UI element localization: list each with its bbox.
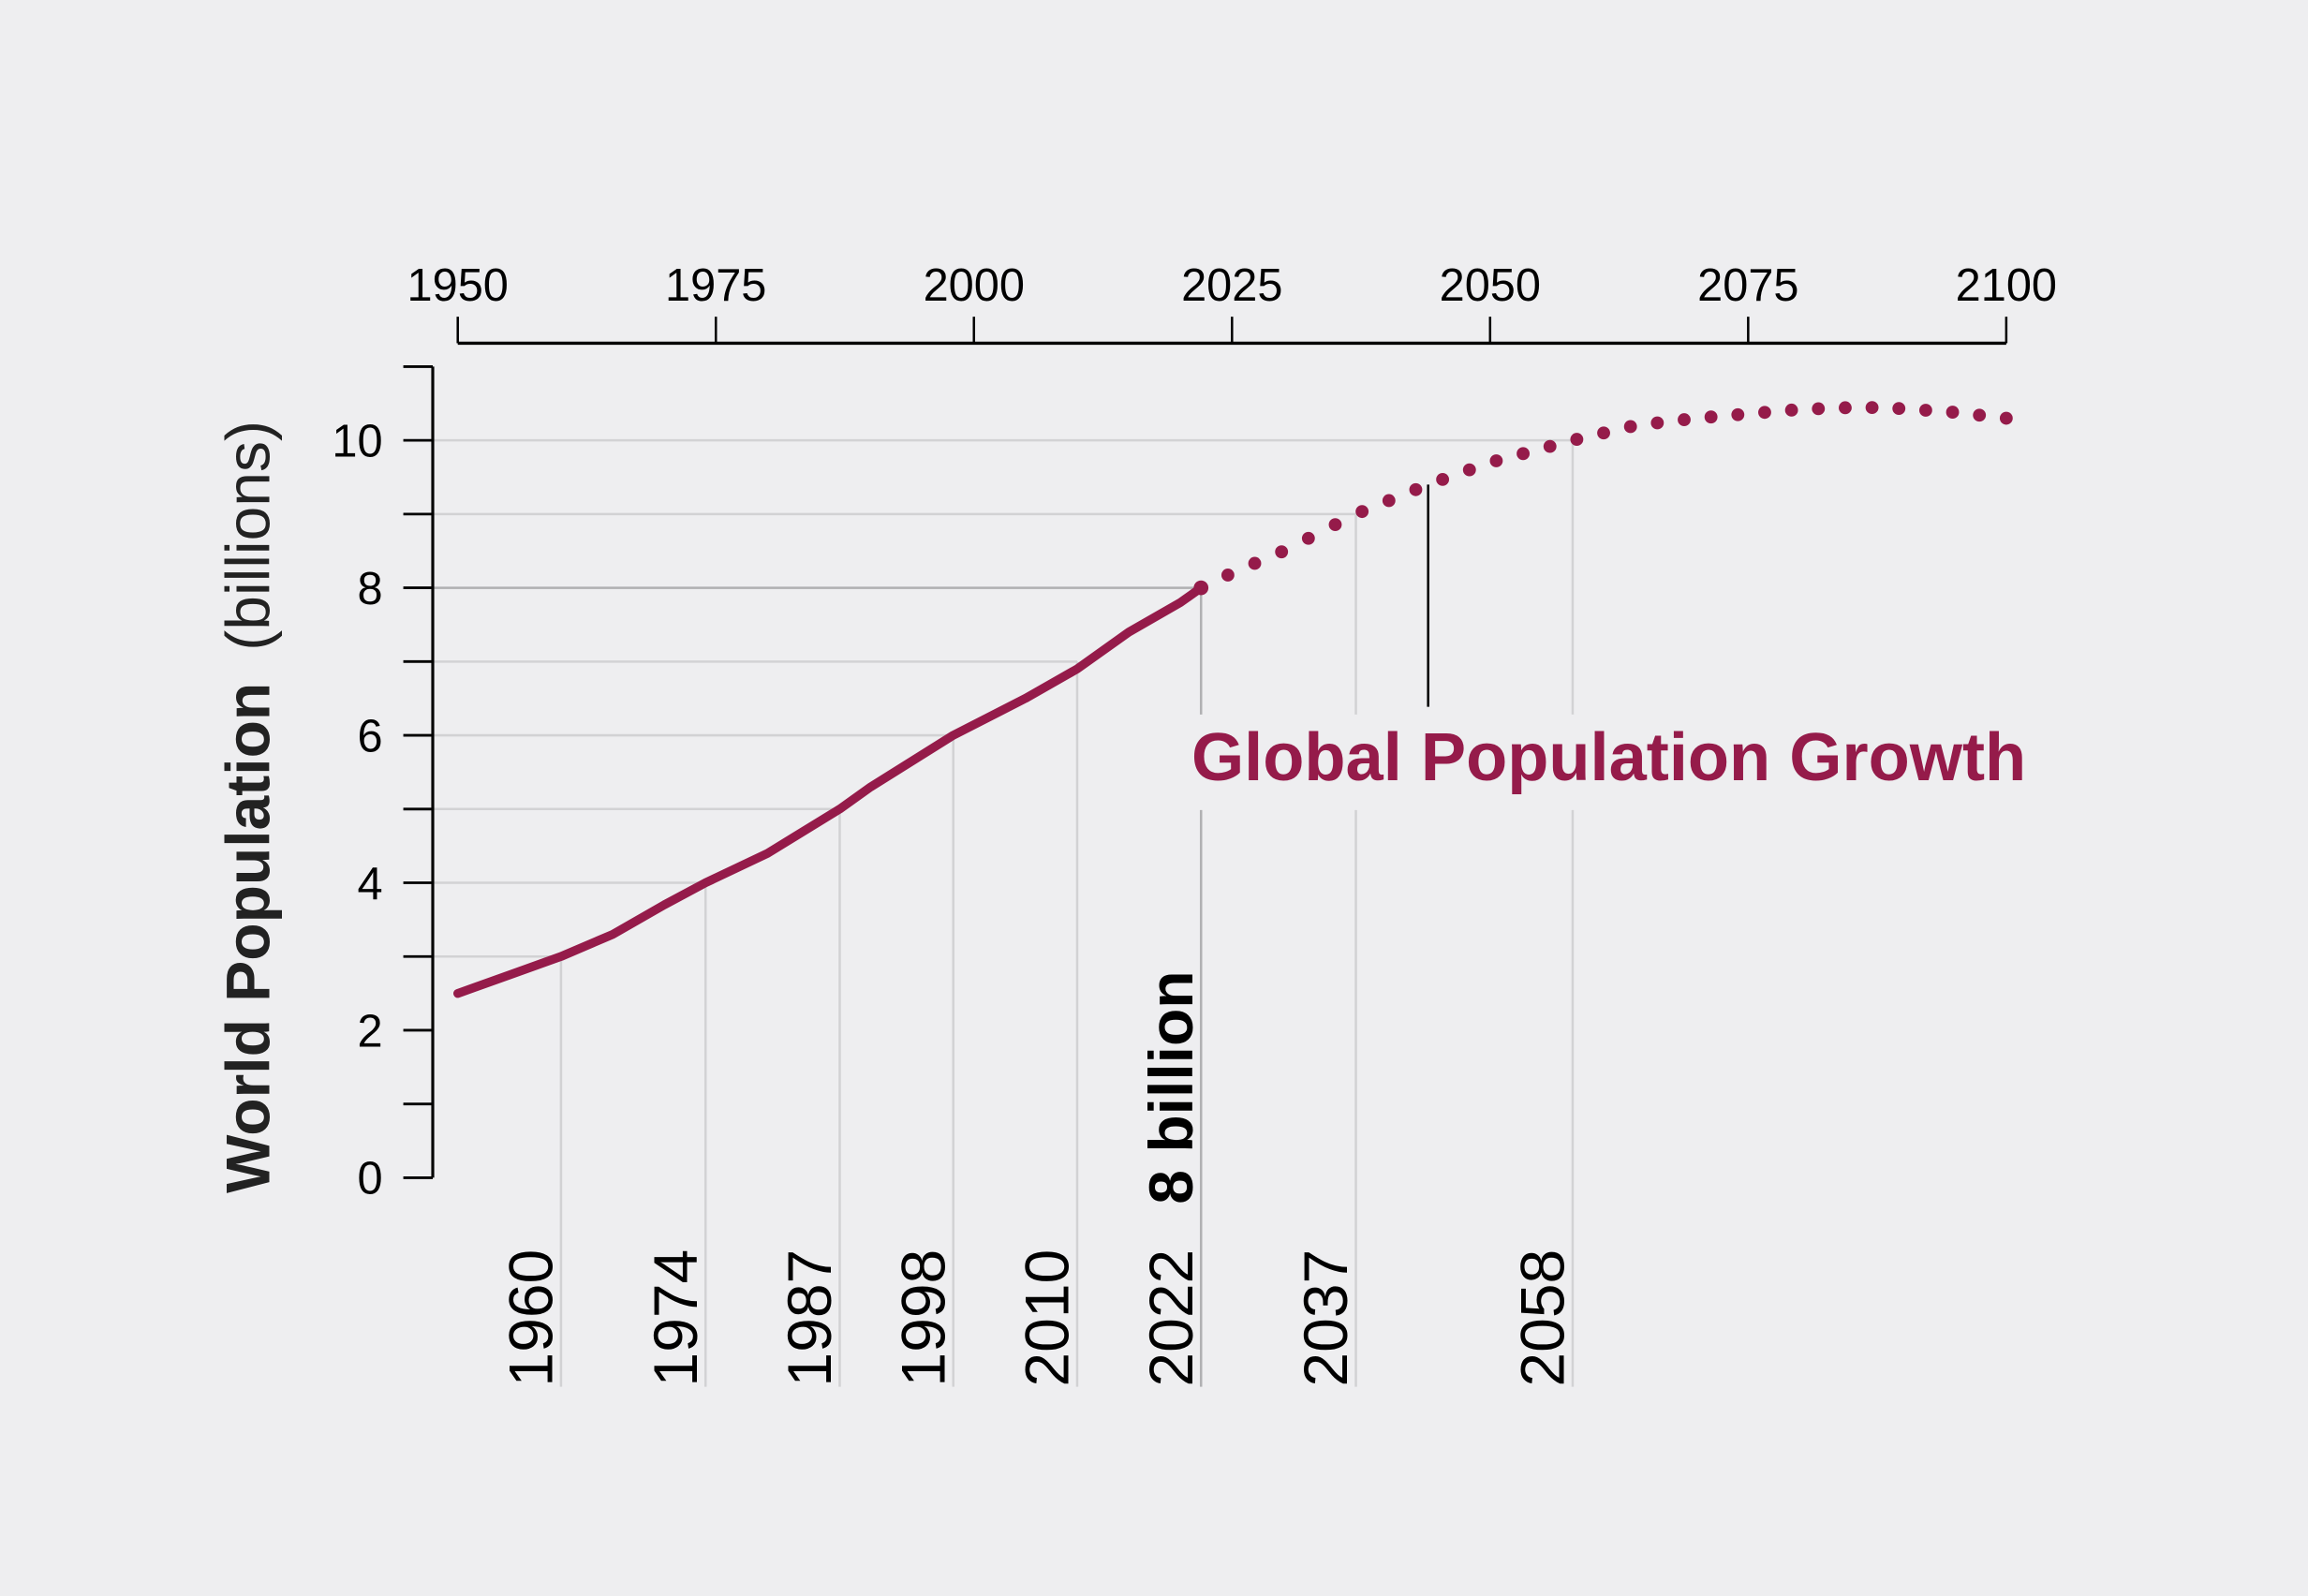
milestone-year-label: 1974 bbox=[641, 1249, 710, 1387]
projection-dot bbox=[1650, 416, 1664, 430]
x-axis-top: 1950 1975 2000 2025 2050 2075 2100 bbox=[407, 260, 2057, 346]
data-point-2022 bbox=[1193, 580, 1209, 596]
projection-dot bbox=[1704, 410, 1718, 424]
y-tick-label: 10 bbox=[332, 416, 382, 466]
projection-dot bbox=[1543, 439, 1557, 453]
projection-dot bbox=[1946, 406, 1960, 419]
projection-dot bbox=[1462, 463, 1476, 477]
projection-dot bbox=[1812, 402, 1826, 416]
projection-dot bbox=[1221, 569, 1235, 582]
y-axis-label-bold: World Population bbox=[214, 683, 283, 1193]
projection-dot bbox=[1623, 420, 1637, 434]
milestone-year-label: 2022 bbox=[1136, 1249, 1206, 1387]
projection-dot bbox=[1355, 505, 1369, 519]
projection-dot bbox=[1597, 426, 1610, 440]
x-tick-label: 2075 bbox=[1697, 260, 1798, 311]
x-tick-label: 1975 bbox=[665, 260, 766, 311]
y-tick-label: 8 bbox=[357, 564, 382, 614]
y-axis-label-unit: (billions) bbox=[214, 421, 283, 651]
projection-dot bbox=[1918, 404, 1932, 417]
projection-dot bbox=[1678, 413, 1691, 427]
projection-dot bbox=[1382, 494, 1396, 508]
projection-dot bbox=[1570, 433, 1584, 447]
milestone-guides bbox=[433, 438, 1575, 1387]
projection-dot bbox=[1758, 406, 1771, 420]
x-tick-label: 2000 bbox=[924, 260, 1025, 311]
historical-line bbox=[453, 583, 1206, 998]
projection-dot bbox=[1892, 402, 1906, 416]
x-tick-label: 2100 bbox=[1956, 260, 2057, 311]
y-tick-label: 0 bbox=[357, 1154, 382, 1204]
milestone-year-label: 1998 bbox=[888, 1249, 957, 1387]
y-tick-label: 2 bbox=[357, 1006, 382, 1057]
projection-dot bbox=[1516, 447, 1530, 461]
x-tick-label: 2050 bbox=[1440, 260, 1541, 311]
milestone-labels: 1960 1974 1987 1998 2010 2022 8 billion 2037 205… bbox=[496, 970, 1576, 1386]
projection-dot bbox=[1731, 407, 1745, 421]
projection-dot bbox=[1973, 408, 1987, 422]
series-group bbox=[453, 401, 2013, 998]
milestone-year-label: 2010 bbox=[1013, 1249, 1082, 1387]
projection-dot bbox=[1489, 454, 1503, 467]
milestone-year-label: 1960 bbox=[496, 1249, 565, 1387]
title-background bbox=[1179, 714, 2038, 810]
projection-dot bbox=[1999, 411, 2013, 425]
projection-dot bbox=[1409, 482, 1423, 496]
milestone-year-label: 1987 bbox=[775, 1249, 844, 1387]
y-tick-label: 4 bbox=[357, 859, 382, 909]
projection-dot bbox=[1328, 518, 1342, 532]
x-tick-label: 2025 bbox=[1181, 260, 1282, 311]
milestone-year-label: 2037 bbox=[1291, 1249, 1360, 1387]
y-tick-label: 6 bbox=[357, 711, 382, 761]
projection-dot bbox=[1784, 403, 1798, 417]
y-axis: 0 2 4 6 8 10 bbox=[332, 364, 435, 1204]
y-axis-label: World Population (billions) bbox=[214, 421, 283, 1193]
projection-dot bbox=[1248, 556, 1262, 570]
milestone-note-label: 8 billion bbox=[1136, 970, 1206, 1204]
projection-dot bbox=[1839, 401, 1852, 415]
x-tick-label: 1950 bbox=[407, 260, 509, 311]
projection-dot bbox=[1275, 545, 1289, 559]
chart-title: Global Population Growth bbox=[1191, 720, 2026, 795]
milestone-year-label: 2058 bbox=[1508, 1249, 1577, 1387]
projection-dot bbox=[1301, 531, 1315, 545]
projection-dot bbox=[1865, 401, 1879, 415]
projection-dot bbox=[1436, 472, 1450, 486]
